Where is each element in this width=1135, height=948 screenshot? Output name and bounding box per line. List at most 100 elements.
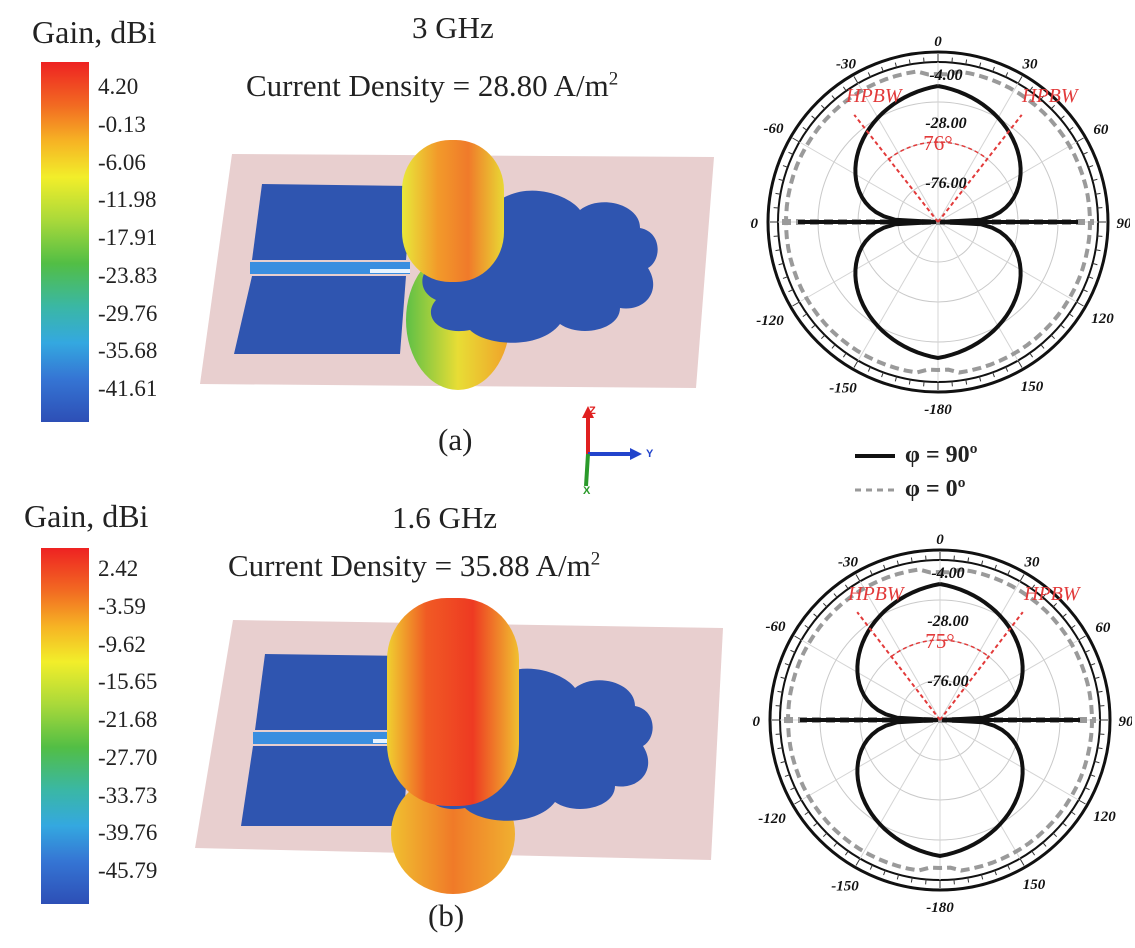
gain-tick-label: -9.62 [98, 631, 146, 657]
gain-tick-label: -33.73 [98, 782, 158, 808]
polar-angle-label: 30 [1022, 57, 1039, 73]
polar-angle-label: 30 [1024, 555, 1041, 571]
polar-angle-label: 90 [1117, 216, 1131, 232]
polar-angle-label: -60 [765, 619, 785, 635]
polar-tick [788, 151, 794, 155]
legend-solid-line [855, 454, 895, 458]
polar-tick [855, 858, 861, 866]
polar-tick [965, 379, 968, 385]
polar-angle-label: 150 [1021, 379, 1044, 395]
polar-angle-label: -90 [752, 714, 760, 730]
gain-tick-label: -29.76 [98, 300, 158, 326]
polar-tick [811, 324, 816, 329]
gain-colorbar-b [41, 548, 89, 904]
gain-tick-label: -3.59 [98, 593, 146, 619]
gain-tick-label: -15.65 [98, 669, 158, 695]
pattern-phi-0 [784, 69, 1092, 375]
current-density-a: Current Density = 28.80 A/m2 [246, 68, 618, 104]
sub-label-a: (a) [438, 422, 473, 457]
ground-plane-upper-b [255, 654, 411, 730]
polar-radial-label: -76.00 [927, 673, 968, 690]
gain-tick-label: -39.76 [98, 820, 158, 846]
polar-tick [780, 676, 786, 680]
polar-tick [978, 62, 982, 68]
polar-outer-ring [768, 548, 1112, 892]
polar-tick [867, 366, 871, 372]
polar-angle-label: -120 [758, 811, 786, 827]
polar-tick [782, 165, 788, 168]
axis-y-label: Y [646, 448, 654, 460]
polar-tick [790, 787, 796, 791]
polar-tick [1078, 799, 1086, 805]
polar-pattern-a: 0 30 -30 60 -60 90 -90 120 -120 150 -150 -180 -4.00 -… [750, 34, 1131, 418]
polar-tick [881, 66, 884, 72]
polar-tick [1007, 864, 1011, 870]
polar-tick [784, 774, 790, 777]
polar-tick [775, 192, 781, 195]
polar-tick [1078, 635, 1086, 641]
polar-tick [802, 126, 808, 131]
polar-tick [994, 870, 997, 876]
polar-tick [1094, 676, 1100, 680]
axis-z-label: Z [589, 405, 596, 417]
upper-lobe-b [387, 598, 519, 806]
polar-pattern-b: 0 30 -30 60 -60 90 -90 120 -120 150 -150 -180 -4.00 -… [752, 532, 1132, 916]
polar-tick [980, 874, 984, 880]
polar-tick [883, 870, 886, 876]
gain-tick-label: -23.83 [98, 262, 158, 288]
polar-tick [853, 360, 859, 368]
current-density-sup-b: 2 [590, 548, 601, 570]
polar-tick [822, 602, 828, 608]
gain-title-b: Gain, dBi [24, 498, 149, 534]
polar-tick [842, 86, 847, 92]
polar-tick [820, 104, 826, 110]
polar-angle-label: -150 [829, 381, 857, 397]
hpbw-label-right: HPBW [1021, 85, 1080, 107]
polar-tick [780, 760, 786, 764]
polar-tick [1090, 774, 1096, 777]
polar-angle-label: 120 [1091, 311, 1114, 327]
polar-tick [1095, 249, 1101, 252]
polar-tick [792, 301, 800, 307]
gain-tick-label: -0.13 [98, 111, 146, 137]
polar-tick [1050, 334, 1056, 340]
polar-tick [1005, 366, 1009, 372]
polar-tick [1076, 301, 1084, 307]
polar-tick [833, 593, 838, 598]
legend-dashed-label: φ = 0º [905, 476, 966, 502]
polar-tick [965, 59, 968, 65]
polar-tick [869, 864, 873, 870]
feed-gap-a [370, 269, 410, 273]
polar-tick [802, 313, 808, 318]
polar-tick [1062, 613, 1067, 618]
polar-tick [1017, 76, 1023, 84]
hpbw-arc [888, 141, 988, 160]
polar-tick [794, 635, 802, 641]
polar-tick [967, 877, 970, 883]
polar-angle-label: -180 [924, 402, 952, 418]
pattern-phi-90 [853, 84, 1023, 361]
polar-tick [1070, 811, 1076, 816]
antenna-3d-view-a [200, 140, 714, 390]
current-density-sup-a: 2 [608, 68, 619, 90]
polar-tick [1068, 313, 1074, 318]
gain-title-a: Gain, dBi [32, 14, 157, 50]
polar-tick [790, 649, 796, 653]
polar-angle-label: -30 [836, 57, 856, 73]
polar-tick [1076, 137, 1084, 143]
polar-tick [831, 344, 836, 349]
current-density-text-a: Current Density = 28.80 A/m [246, 68, 609, 103]
polar-tick [811, 115, 816, 120]
polar-tick [1029, 86, 1034, 92]
polar-tick [1031, 584, 1036, 590]
polar-tick [1070, 624, 1076, 629]
polar-angle-label: -30 [838, 555, 858, 571]
polar-angle-label: 0 [936, 532, 944, 548]
pattern-phi-0 [786, 567, 1094, 873]
ground-plane-lower-a [234, 276, 406, 354]
polar-tick [813, 822, 818, 827]
legend-dashed-line [855, 488, 895, 492]
polar-tick [883, 564, 886, 570]
polar-tick [1007, 570, 1011, 576]
polar-tick [908, 379, 911, 385]
